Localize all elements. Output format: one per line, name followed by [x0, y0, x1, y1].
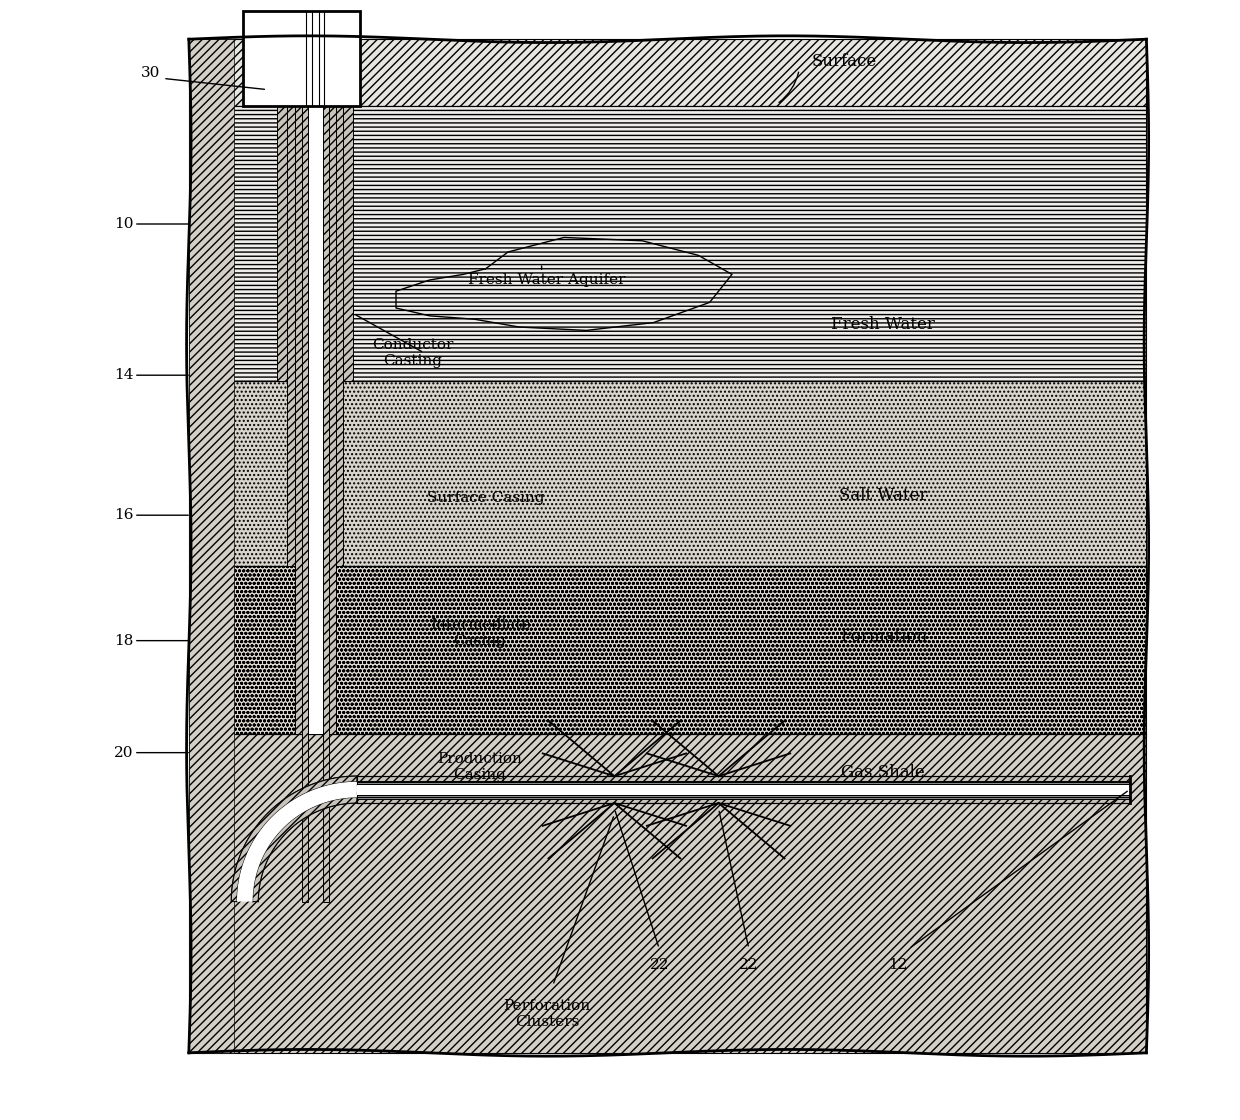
Text: Production
Casing: Production Casing [438, 753, 522, 782]
Text: Conductor
Casting: Conductor Casting [372, 338, 454, 367]
Bar [188, 734, 1147, 1053]
Text: 20: 20 [114, 746, 133, 759]
Text: Salt Water: Salt Water [839, 486, 928, 504]
Text: Surface Casing: Surface Casing [427, 492, 544, 505]
Text: 12: 12 [888, 959, 908, 972]
Text: 14: 14 [114, 368, 133, 382]
Bar [278, 106, 289, 381]
Bar [357, 797, 1130, 803]
Text: Surface: Surface [811, 53, 877, 71]
Text: 22: 22 [739, 959, 759, 972]
Polygon shape [232, 776, 357, 902]
Text: 30: 30 [140, 66, 160, 80]
Bar [357, 776, 1130, 782]
Text: Formation: Formation [839, 627, 926, 645]
Bar [188, 39, 233, 1053]
Text: Intermediate
Casing: Intermediate Casing [430, 618, 531, 647]
Bar [188, 106, 1147, 381]
Polygon shape [253, 797, 357, 902]
Bar [357, 795, 1130, 799]
Bar [357, 782, 1130, 797]
Text: 18: 18 [114, 634, 133, 647]
Bar [289, 106, 342, 381]
Polygon shape [237, 782, 357, 902]
Bar [295, 106, 303, 734]
Bar [357, 781, 1130, 784]
Text: Fresh Water: Fresh Water [831, 316, 935, 334]
Text: Fresh Water Aquifer: Fresh Water Aquifer [469, 273, 626, 287]
Bar [296, 106, 335, 566]
Text: 16: 16 [114, 508, 133, 522]
Bar [188, 566, 1147, 734]
Bar [342, 106, 353, 381]
Text: Perforation
Clusters: Perforation Clusters [503, 999, 590, 1028]
Bar [301, 106, 308, 902]
Bar [288, 106, 296, 566]
Bar [335, 106, 343, 566]
Bar [303, 106, 327, 734]
Bar [327, 106, 336, 734]
Bar [243, 11, 360, 106]
Bar [188, 381, 1147, 566]
Bar [324, 106, 329, 902]
Text: Gas Shale: Gas Shale [841, 764, 925, 782]
Text: 10: 10 [114, 217, 133, 231]
Text: 22: 22 [650, 959, 668, 972]
Bar [188, 39, 1147, 106]
